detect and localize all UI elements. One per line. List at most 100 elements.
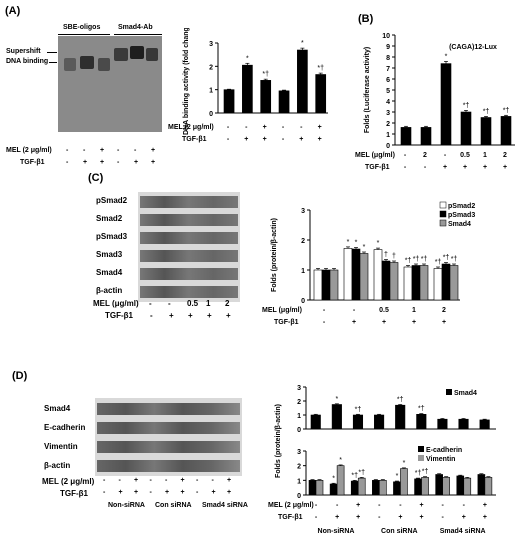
- chart-c-mel-value: 0.5: [379, 307, 389, 314]
- blot-d-tgf-sign: +: [118, 489, 123, 496]
- chart-c-legend-label: pSmad2: [448, 203, 475, 210]
- blot-d-mel-sign: +: [134, 477, 139, 484]
- chart-d-bottom-annotation: *†: [358, 469, 365, 476]
- gel-tgf-sign: +: [83, 159, 88, 166]
- blot-c-tgf-sign: +: [188, 311, 193, 320]
- chart-a-bar: [260, 80, 272, 114]
- blot-d-row-label: β-actin: [44, 461, 71, 470]
- blot-d-mel-sign: -: [196, 477, 199, 484]
- chart-c-bar: [359, 253, 369, 301]
- chart-d-bottom-annotation: *†: [415, 470, 422, 477]
- gel-mel-sign: -: [117, 147, 120, 154]
- chart-c-annotation: *: [363, 244, 366, 251]
- chart-b-y-tick-label: 4: [386, 99, 390, 106]
- chart-a-tgf-label: TGF-β1: [182, 136, 207, 143]
- blot-d-tgf-sign: +: [180, 489, 185, 496]
- blot-c-band: [140, 214, 238, 226]
- blot-c-band: [140, 286, 238, 298]
- chart-b-tgf-label: TGF-β1: [365, 164, 390, 171]
- chart-a-mel-sign: -: [227, 124, 230, 131]
- blot-c-row-label: β-actin: [96, 286, 123, 295]
- chart-b-tgf-sign: +: [463, 164, 467, 171]
- chart-d-mel-sign: -: [441, 502, 444, 509]
- chart-d-bottom-legend-label: Vimentin: [426, 456, 455, 463]
- chart-a-annotation: *†: [262, 71, 269, 78]
- chart-d-top-legend-label: Smad4: [454, 390, 477, 397]
- chart-d-mel-sign: -: [399, 502, 402, 509]
- chart-c-bar: [329, 269, 339, 301]
- chart-d-tgf-sign: +: [356, 514, 360, 521]
- chart-c-tgf-label: TGF-β1: [274, 319, 299, 326]
- blot-c-mel-label: MEL (μg/ml): [93, 299, 139, 308]
- chart-a-y-tick-label: 2: [209, 64, 213, 71]
- chart-d-mel-sign: -: [315, 502, 318, 509]
- chart-c-legend-swatch: [439, 219, 447, 227]
- chart-d-bottom-bar: [456, 475, 465, 496]
- gel-tgf-sign: +: [151, 159, 156, 166]
- chart-d-bottom-legend-swatch: [418, 455, 424, 461]
- chart-a-mel-sign: -: [282, 124, 285, 131]
- blot-c-mel-value: 1: [206, 299, 211, 308]
- chart-d-top-bar: [310, 414, 321, 430]
- chart-d-top-bar: [374, 414, 385, 430]
- chart-b-bar: [400, 127, 412, 146]
- chart-b-bar: [500, 116, 512, 146]
- chart-c-mel-value: -: [353, 307, 356, 314]
- chart-c-annotation: *: [355, 240, 358, 247]
- chart-c-bar: [373, 249, 383, 301]
- chart-d-bottom-bar: [350, 480, 359, 496]
- chart-b-bar: [480, 117, 492, 146]
- chart-d-top-bar: [479, 419, 490, 430]
- blot-c-tgf-label: TGF-β1: [105, 311, 133, 320]
- blot-c-image: [138, 192, 240, 302]
- blot-d-band: [97, 403, 240, 415]
- chart-d-top-bar: [395, 404, 406, 430]
- panel-letter-d: (D): [12, 370, 28, 382]
- chart-d-ylabel: Folds (protein/β-actin): [275, 404, 282, 478]
- blot-d-row-label: Vimentin: [44, 442, 78, 451]
- chart-d-bottom-annotation: *: [396, 473, 399, 480]
- chart-c-mel-label: MEL (μg/ml): [262, 307, 302, 314]
- blot-c-band: [140, 268, 238, 280]
- chart-a-tgf-sign: -: [282, 136, 285, 143]
- chart-a-bar: [278, 90, 290, 114]
- chart-c-annotation: *†: [405, 258, 412, 265]
- chart-d-tgf-sign: -: [441, 514, 444, 521]
- chart-c-legend-label: pSmad3: [448, 212, 475, 219]
- chart-b-title: (CAGA)12-Lux: [449, 44, 497, 51]
- chart-c-bar: [381, 260, 391, 301]
- chart-b-mel-value: -: [404, 152, 407, 159]
- gel-tgf-sign: +: [134, 159, 139, 166]
- chart-a-mel-sign: -: [300, 124, 303, 131]
- gel-tgf-sign: -: [66, 159, 69, 166]
- chart-a-y-tick-label: 3: [209, 41, 213, 48]
- blot-c-mel-value: 2: [225, 299, 230, 308]
- chart-c-tgf-sign: +: [412, 319, 416, 326]
- chart-c-bar: [313, 269, 323, 301]
- chart-c-bar: [419, 265, 429, 301]
- gel-header-line-right: [114, 34, 162, 35]
- chart-d-bottom-annotation: *†: [351, 472, 358, 479]
- chart-c-mel-value: 1: [412, 307, 416, 314]
- panel-letter-c: (C): [88, 172, 104, 184]
- blot-d-band: [97, 441, 240, 453]
- chart-b-y-tick-label: 9: [386, 44, 390, 51]
- gel-tgf-sign: +: [100, 159, 105, 166]
- chart-b-annotation: *†: [463, 102, 470, 109]
- chart-a-mel-sign: -: [245, 124, 248, 131]
- chart-d-mel-sign: +: [420, 502, 424, 509]
- chart-c-bar: [321, 269, 331, 301]
- chart-d-bottom-bar: [308, 480, 317, 496]
- chart-c-tgf-sign: -: [323, 319, 326, 326]
- chart-d-top-bar: [437, 418, 448, 430]
- chart-d-top-bar: [458, 418, 469, 430]
- chart-d-bottom-bar: [463, 477, 472, 496]
- blot-d-tgf-sign: -: [149, 489, 152, 496]
- chart-d-tgf-sign: +: [462, 514, 466, 521]
- chart-c-tgf-sign: +: [442, 319, 446, 326]
- panel-letter-a: (A): [5, 5, 21, 17]
- chart-b-bar: [460, 111, 472, 146]
- chart-c-bar: [449, 265, 459, 301]
- chart-b-tgf-sign: -: [424, 164, 427, 171]
